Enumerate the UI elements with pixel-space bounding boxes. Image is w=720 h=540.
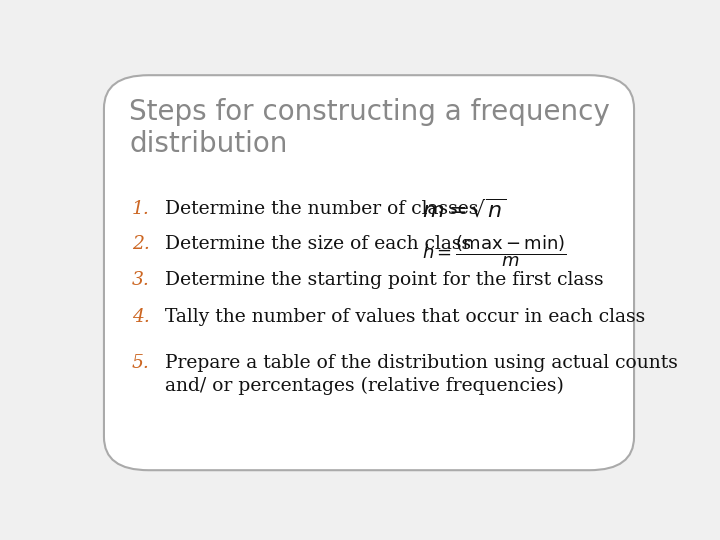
Text: 5.: 5.	[132, 354, 150, 372]
Text: Tally the number of values that occur in each class: Tally the number of values that occur in…	[166, 308, 646, 326]
Text: Prepare a table of the distribution using actual counts
and/ or percentages (rel: Prepare a table of the distribution usin…	[166, 354, 678, 395]
Text: $h = \dfrac{(\mathrm{max}-\mathrm{min})}{m}$: $h = \dfrac{(\mathrm{max}-\mathrm{min})}…	[422, 233, 567, 269]
FancyBboxPatch shape	[104, 75, 634, 470]
Text: Determine the starting point for the first class: Determine the starting point for the fir…	[166, 271, 604, 288]
Text: 3.: 3.	[132, 271, 150, 288]
Text: Determine the size of each class: Determine the size of each class	[166, 235, 472, 253]
Text: 1.: 1.	[132, 200, 150, 218]
Text: Steps for constructing a frequency
distribution: Steps for constructing a frequency distr…	[129, 98, 610, 158]
Text: Determine the number of classes: Determine the number of classes	[166, 200, 479, 218]
Text: 2.: 2.	[132, 235, 150, 253]
Text: 4.: 4.	[132, 308, 150, 326]
Text: $m = \sqrt{n}$: $m = \sqrt{n}$	[422, 198, 507, 221]
